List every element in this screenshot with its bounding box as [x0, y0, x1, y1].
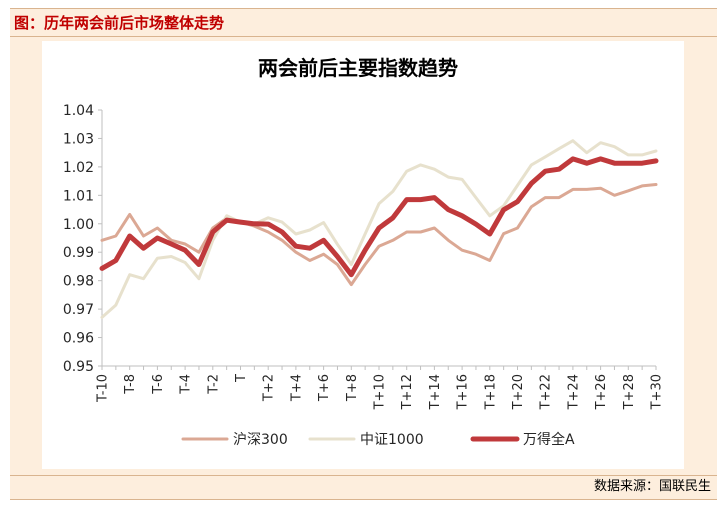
legend-label-2: 万得全A [523, 431, 575, 448]
y-tick-label: 0.95 [63, 359, 94, 375]
x-tick-label: T+20 [511, 374, 526, 410]
legend: 沪深300 中证1000 万得全A [181, 431, 575, 448]
y-tick-label: 1.00 [63, 217, 94, 233]
x-tick-label: T+8 [345, 374, 360, 402]
x-tick-label: T+6 [317, 374, 332, 402]
x-tick-label: T+28 [622, 374, 637, 410]
x-tick-label: T-6 [151, 374, 166, 395]
x-tick-label: T+18 [483, 374, 498, 410]
x-tick-label: T+24 [566, 374, 581, 410]
x-tick-label: T+26 [594, 374, 609, 410]
x-tick-label: T-2 [206, 374, 221, 395]
x-tick-label: T+2 [262, 374, 277, 402]
axes: 0.95 0.96 0.97 0.98 0.99 1.00 1.01 1.02 1.03 1.04… [63, 103, 665, 410]
chart-title: 两会前后主要指数趋势 [258, 56, 458, 80]
x-tick-label: T-4 [179, 374, 194, 395]
x-tick-label: T+30 [650, 374, 665, 410]
y-tick-label: 1.03 [63, 131, 94, 147]
x-tick-label: T+16 [456, 374, 471, 410]
line-chart: 两会前后主要指数趋势 0.95 0.96 0.97 0.98 0.99 1.00 1.01 1… [63, 56, 665, 448]
x-tick-label: T+22 [539, 374, 554, 410]
x-tick-label: T+4 [289, 374, 304, 402]
source-note: 数据来源：国联民生 [593, 479, 711, 494]
y-tick-label: 0.97 [63, 302, 94, 318]
x-tick-label: T-8 [123, 374, 138, 395]
series-line-0 [100, 183, 658, 287]
y-tick-label: 0.99 [63, 245, 94, 261]
x-tick-label: T+10 [373, 374, 388, 410]
y-tick-label: 0.98 [63, 274, 94, 290]
footer-divider [10, 475, 717, 476]
figure-title: 图：历年两会前后市场整体走势 [14, 14, 225, 32]
y-tick-label: 1.04 [63, 103, 94, 119]
title-divider [10, 36, 717, 37]
y-tick-label: 1.01 [63, 188, 94, 204]
legend-label-0: 沪深300 [233, 432, 288, 448]
legend-label-1: 中证1000 [360, 432, 424, 448]
series-lines [99, 139, 659, 319]
series-line-1 [100, 139, 658, 319]
series-line-2 [99, 156, 659, 278]
x-tick-label: T [234, 374, 249, 383]
chart-card: 两会前后主要指数趋势 0.95 0.96 0.97 0.98 0.99 1.00 1.01 1… [42, 41, 684, 469]
y-tick-label: 0.96 [63, 331, 94, 347]
y-tick-label: 1.02 [63, 160, 94, 176]
x-tick-label: T-10 [96, 374, 111, 403]
x-tick-label: T+14 [428, 374, 443, 410]
x-tick-label: T+12 [400, 374, 415, 410]
